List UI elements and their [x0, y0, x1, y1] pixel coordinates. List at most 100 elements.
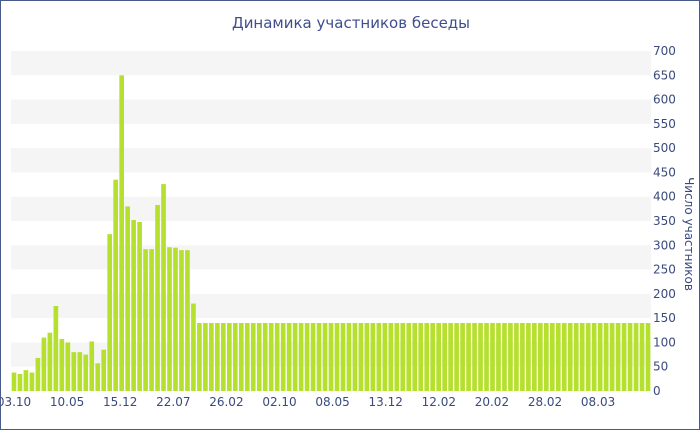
bar	[286, 323, 292, 391]
bar	[167, 247, 172, 391]
bar	[298, 323, 304, 391]
bar	[400, 323, 406, 391]
bar	[460, 323, 465, 391]
bar	[508, 323, 513, 391]
bar	[484, 323, 489, 391]
bar	[627, 323, 633, 391]
bar	[436, 323, 441, 391]
bar	[35, 357, 41, 391]
grid-band	[11, 99, 651, 124]
bar	[173, 247, 178, 391]
bar	[448, 323, 453, 391]
background-bands	[11, 51, 651, 367]
bar	[268, 323, 274, 391]
x-axis-ticks: 03.10 10.05 15.12 22.07 26.02 02.10 08.05 13.12…	[1, 395, 615, 409]
bar	[591, 323, 597, 391]
x-tick-label: 28.02	[528, 395, 562, 409]
bar	[340, 323, 346, 391]
bar	[77, 352, 83, 391]
y-tick-label: 700	[653, 44, 676, 58]
bar	[101, 349, 107, 391]
y-tick-label: 100	[653, 335, 676, 349]
bar	[645, 323, 651, 391]
bar	[454, 323, 459, 391]
bar	[334, 323, 340, 391]
bar	[65, 342, 71, 391]
bar	[394, 323, 400, 391]
bar	[346, 323, 352, 391]
bar	[125, 206, 130, 391]
grid-band	[11, 148, 651, 173]
y-tick-label: 50	[653, 360, 668, 374]
bar	[514, 323, 519, 391]
bar	[406, 323, 412, 391]
bar	[215, 323, 220, 391]
x-tick-label: 20.02	[475, 395, 509, 409]
bar	[226, 323, 232, 391]
y-tick-label: 300	[653, 238, 676, 252]
bar	[316, 323, 322, 391]
bar	[358, 323, 364, 391]
y-tick-label: 500	[653, 141, 676, 155]
bar	[274, 323, 280, 391]
x-tick-label: 02.10	[262, 395, 296, 409]
bar	[250, 323, 256, 391]
bar	[579, 323, 585, 391]
bar	[95, 363, 101, 391]
bar	[466, 323, 471, 391]
grid-band	[11, 196, 651, 221]
bar	[221, 323, 226, 391]
y-tick-label: 250	[653, 263, 676, 277]
bar	[490, 323, 495, 391]
x-tick-label: 03.10	[1, 395, 31, 409]
bar	[639, 323, 645, 391]
x-tick-label: 15.12	[103, 395, 137, 409]
bar	[412, 323, 418, 391]
bar	[185, 250, 190, 391]
x-tick-label: 26.02	[209, 395, 243, 409]
bar	[23, 370, 29, 391]
y-tick-label: 650	[653, 68, 676, 82]
bar	[543, 323, 549, 391]
bar	[29, 372, 35, 391]
grid-band	[11, 51, 651, 76]
bar	[585, 323, 591, 391]
bar	[424, 323, 430, 391]
bar	[131, 220, 136, 391]
bar	[119, 75, 124, 392]
chart-title: Динамика участников беседы	[231, 14, 471, 32]
bar	[310, 323, 316, 391]
bar	[532, 323, 537, 391]
y-tick-label: 400	[653, 190, 676, 204]
bar	[496, 323, 501, 391]
x-tick-label: 12.02	[422, 395, 456, 409]
bar	[370, 323, 376, 391]
bar	[478, 323, 483, 391]
bar	[526, 323, 531, 391]
bar	[17, 374, 23, 391]
bar	[376, 323, 382, 391]
y-tick-label: 200	[653, 287, 676, 301]
bar	[89, 341, 95, 391]
bar	[238, 323, 244, 391]
bar	[197, 323, 202, 391]
bar	[520, 323, 525, 391]
bar	[41, 337, 47, 391]
bar	[113, 179, 119, 391]
bar	[161, 184, 166, 391]
bar	[83, 354, 89, 391]
bar	[155, 204, 160, 391]
y-tick-label: 350	[653, 214, 676, 228]
bar	[179, 250, 184, 391]
bar	[191, 303, 196, 391]
bar	[143, 249, 148, 391]
y-axis-ticks: 0 50 100 150 200 250 300 350 400 450 500 550 600 650 7…	[653, 44, 676, 398]
x-tick-label: 08.05	[315, 395, 349, 409]
y-tick-label: 150	[653, 311, 676, 325]
bar	[209, 323, 214, 391]
x-tick-label: 08.03	[581, 395, 615, 409]
bar	[430, 323, 436, 391]
y-tick-label: 600	[653, 93, 676, 107]
y-tick-label: 0	[653, 384, 661, 398]
